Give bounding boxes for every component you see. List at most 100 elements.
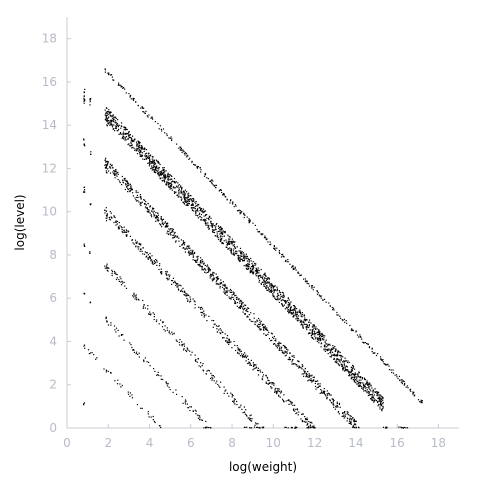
data-point	[116, 172, 118, 174]
data-point	[314, 327, 316, 329]
data-point	[216, 277, 219, 279]
data-point	[209, 275, 211, 277]
data-point	[163, 172, 165, 174]
data-point	[239, 406, 241, 408]
data-point	[216, 222, 218, 225]
data-point	[369, 394, 371, 396]
data-point	[327, 344, 329, 346]
data-point	[204, 271, 206, 273]
data-point	[232, 240, 234, 242]
data-point	[186, 200, 188, 202]
data-point	[244, 352, 246, 354]
data-point	[420, 399, 422, 401]
data-point	[162, 173, 164, 175]
data-point	[181, 198, 183, 200]
data-point	[182, 244, 184, 246]
data-point	[105, 371, 107, 373]
data-point	[361, 377, 363, 379]
data-point	[194, 164, 196, 166]
data-point	[173, 282, 175, 284]
data-point	[231, 294, 233, 296]
data-point	[211, 319, 213, 322]
data-point	[176, 186, 178, 188]
data-point	[107, 161, 109, 163]
data-point	[163, 167, 165, 169]
data-point	[229, 200, 232, 202]
data-point	[236, 302, 238, 304]
data-point	[115, 273, 117, 275]
data-point	[148, 114, 150, 116]
data-point	[153, 316, 155, 318]
data-point	[105, 111, 107, 113]
data-point	[313, 324, 315, 326]
data-point	[110, 216, 112, 218]
data-point	[151, 259, 153, 261]
data-point	[252, 268, 254, 270]
data-point	[104, 114, 106, 116]
data-point	[137, 147, 140, 149]
data-point	[211, 226, 214, 228]
data-point	[239, 349, 241, 351]
data-point	[239, 210, 241, 212]
data-point	[166, 383, 168, 385]
data-point	[160, 319, 162, 321]
data-point	[113, 79, 115, 81]
data-point	[243, 213, 245, 215]
data-point	[318, 333, 320, 335]
data-point	[376, 392, 379, 394]
data-point	[363, 385, 365, 387]
data-point	[265, 287, 267, 289]
data-point	[346, 322, 348, 324]
data-point	[204, 268, 206, 270]
data-point	[330, 394, 332, 396]
data-point	[163, 175, 165, 177]
data-point	[176, 286, 178, 288]
data-point	[325, 348, 327, 350]
data-point	[362, 383, 365, 385]
data-point	[420, 401, 422, 404]
data-point	[162, 128, 165, 130]
data-point	[323, 298, 326, 300]
data-point	[387, 363, 389, 365]
data-point	[166, 134, 168, 137]
data-point	[399, 379, 401, 381]
data-point	[270, 283, 272, 285]
data-point	[111, 274, 113, 277]
data-point	[200, 257, 202, 259]
data-point	[203, 313, 205, 315]
data-point	[301, 323, 303, 326]
data-point	[278, 394, 280, 396]
data-point	[311, 330, 313, 332]
data-point	[123, 231, 125, 233]
data-point	[304, 418, 307, 420]
data-point	[186, 348, 189, 350]
data-point	[262, 426, 264, 428]
data-point	[231, 203, 234, 205]
data-point	[161, 171, 163, 173]
data-point	[229, 238, 231, 240]
data-point	[345, 365, 347, 367]
data-point	[291, 402, 294, 404]
data-point	[229, 247, 231, 249]
data-point	[118, 84, 120, 86]
data-point	[199, 210, 201, 212]
data-point	[279, 292, 282, 294]
data-point	[109, 165, 111, 168]
data-point	[188, 158, 190, 160]
data-point	[179, 146, 181, 148]
data-point	[161, 177, 163, 179]
data-point	[412, 392, 414, 394]
data-point	[287, 309, 289, 311]
data-point	[356, 378, 358, 380]
data-point	[207, 222, 209, 224]
data-point	[373, 398, 375, 400]
data-point	[321, 337, 323, 340]
data-point	[354, 377, 356, 379]
data-point	[237, 349, 239, 351]
data-point	[215, 273, 217, 275]
data-point	[161, 271, 163, 273]
data-point	[319, 331, 321, 333]
data-point	[136, 200, 138, 202]
data-point	[241, 255, 243, 257]
data-point	[106, 125, 108, 127]
